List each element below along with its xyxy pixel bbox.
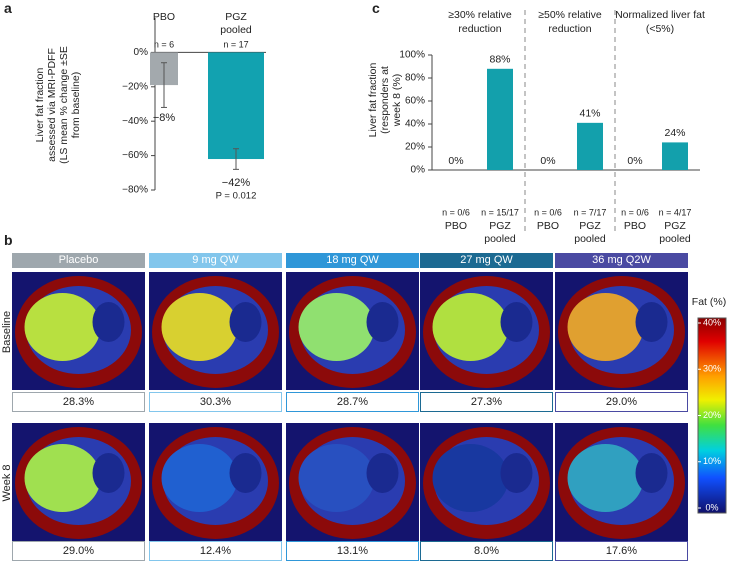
mri-spleen [229, 302, 262, 342]
bar [487, 68, 513, 170]
category-label: PGZ pooled [574, 220, 606, 245]
mri-liver [298, 293, 375, 361]
fat-value: 29.0% [555, 392, 688, 412]
value-label: 0% [627, 155, 642, 167]
fat-value: 8.0% [420, 541, 553, 561]
bar [662, 142, 688, 170]
column-header: 9 mg QW [149, 253, 282, 268]
colorbar-tick-label: 20% [703, 410, 721, 420]
mri-spleen [500, 453, 533, 493]
y-tick-label: −80% [122, 185, 148, 196]
mri-spleen [229, 453, 262, 493]
mri-liver [161, 293, 238, 361]
y-tick-label: 0% [134, 47, 149, 58]
category-label: PBO [623, 220, 647, 232]
y-tick-label: 100% [399, 50, 425, 61]
fat-value: 17.6% [555, 541, 688, 561]
category-label: PBO [536, 220, 560, 232]
colorbar-tick-label: 40% [703, 317, 721, 327]
y-tick-label: 60% [405, 96, 425, 107]
category-label: PBO [152, 11, 176, 23]
column-header: Placebo [12, 253, 145, 268]
fat-value: 27.3% [420, 392, 553, 412]
annotation: P = 0.012 [216, 191, 257, 202]
mri-spleen [366, 302, 399, 342]
annotation: −42% [222, 177, 251, 189]
n-label: n = 4/17 [659, 207, 692, 217]
fat-value: 28.3% [12, 392, 145, 412]
row-label: Week 8 [1, 464, 13, 501]
y-tick-label: 0% [411, 165, 426, 176]
mri-spleen [92, 302, 125, 342]
y-axis-label: Liver fat fraction [367, 62, 379, 137]
column-header: 27 mg QW [420, 253, 553, 268]
category-label: PGZ pooled [220, 11, 252, 36]
mri-spleen [635, 302, 668, 342]
value-label: 24% [664, 127, 685, 139]
panel-label: c [372, 0, 380, 16]
mri-spleen [366, 453, 399, 493]
fat-value: 28.7% [286, 392, 419, 412]
y-tick-label: 40% [405, 119, 425, 130]
n-label: n = 0/6 [442, 207, 470, 217]
panel-label: a [4, 0, 12, 16]
bar [577, 122, 603, 170]
colorbar-tick-label: 0% [705, 502, 718, 512]
row-label: Baseline [1, 311, 13, 353]
category-label: PGZ pooled [484, 220, 516, 245]
n-label: n = 6 [154, 39, 174, 49]
n-label: n = 17 [223, 39, 248, 49]
y-axis-label: from baseline) [70, 72, 82, 139]
y-axis-label: (responders at [379, 66, 391, 134]
y-axis-label: (LS mean % change ±SE [58, 46, 70, 164]
annotation: −8% [153, 112, 176, 124]
mri-liver [24, 444, 101, 512]
category-label: PBO [444, 220, 468, 232]
colorbar [697, 317, 727, 514]
mri-spleen [500, 302, 533, 342]
y-tick-label: 20% [405, 142, 425, 153]
n-label: n = 7/17 [574, 207, 607, 217]
y-axis-label: week 8 (%) [391, 74, 403, 128]
bar [208, 52, 264, 160]
group-header: ≥50% relative reduction [538, 9, 602, 35]
y-axis-label: assessed via MRI-PDFF [46, 48, 58, 162]
y-tick-label: −20% [122, 81, 148, 92]
column-header: 18 mg QW [286, 253, 419, 268]
mri-spleen [635, 453, 668, 493]
mri-liver [432, 293, 509, 361]
n-label: n = 0/6 [534, 207, 562, 217]
colorbar-tick-label: 10% [703, 456, 721, 466]
y-axis-label: Liver fat fraction [34, 67, 46, 142]
mri-liver [24, 293, 101, 361]
fat-value: 12.4% [149, 541, 282, 561]
colorbar-tick-label: 30% [703, 364, 721, 374]
group-header: Normalized liver fat (<5%) [615, 9, 705, 35]
group-header: ≥30% relative reduction [448, 9, 512, 35]
value-label: 0% [540, 155, 555, 167]
value-label: 41% [579, 108, 600, 120]
n-label: n = 0/6 [621, 207, 649, 217]
colorbar-title: Fat (%) [691, 296, 727, 308]
y-tick-label: −60% [122, 150, 148, 161]
mri-liver [567, 444, 644, 512]
mri-liver [432, 444, 509, 512]
y-tick-label: −40% [122, 116, 148, 127]
mri-spleen [92, 453, 125, 493]
fat-value: 29.0% [12, 541, 145, 561]
panel-label: b [4, 232, 13, 248]
column-header: 36 mg Q2W [555, 253, 688, 268]
mri-liver [298, 444, 375, 512]
fat-value: 13.1% [286, 541, 419, 561]
n-label: n = 15/17 [481, 207, 519, 217]
value-label: 88% [489, 54, 510, 66]
mri-liver [161, 444, 238, 512]
category-label: PGZ pooled [659, 220, 691, 245]
mri-liver [567, 293, 644, 361]
fat-value: 30.3% [149, 392, 282, 412]
value-label: 0% [448, 155, 463, 167]
y-tick-label: 80% [405, 73, 425, 84]
